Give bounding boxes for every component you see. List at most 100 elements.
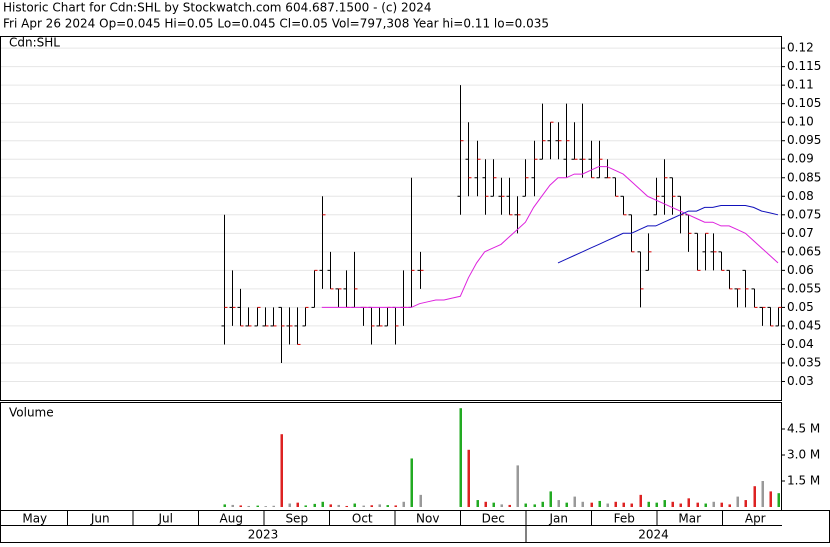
volume-bar — [655, 502, 658, 507]
moving-average-line — [557, 205, 779, 264]
volume-bar — [231, 504, 234, 507]
volume-bar — [565, 502, 568, 507]
price-panel — [0, 36, 782, 401]
month-label: May — [22, 512, 47, 526]
month-label: Aug — [220, 512, 243, 526]
symbol-label: Cdn:SHL — [9, 36, 60, 50]
month-label: Jun — [90, 512, 110, 526]
y-tick-label: 0.05 — [787, 300, 814, 314]
volume-bar — [696, 502, 699, 507]
y-tick-label: 0.085 — [787, 170, 821, 184]
volume-bar — [647, 501, 650, 507]
volume-tick-label: 3.0 M — [787, 448, 820, 462]
volume-tick-label: 1.5 M — [787, 474, 820, 488]
volume-bar — [622, 502, 625, 507]
y-tick-label: 0.035 — [787, 355, 821, 369]
y-tick-label: 0.12 — [787, 41, 814, 55]
volume-label: Volume — [9, 406, 54, 420]
volume-bar — [541, 501, 544, 507]
volume-bar — [337, 504, 340, 507]
chart-title: Historic Chart for Cdn:SHL by Stockwatch… — [3, 1, 432, 15]
volume-bar — [516, 465, 519, 507]
month-label: Dec — [482, 512, 505, 526]
volume-bar — [378, 504, 381, 507]
volume-bar — [256, 505, 259, 507]
volume-bar — [353, 503, 356, 507]
volume-bar — [712, 501, 715, 507]
year-label: 2023 — [248, 528, 279, 542]
y-tick-label: 0.07 — [787, 226, 814, 240]
volume-bar — [679, 503, 682, 507]
volume-bar — [313, 503, 316, 507]
volume-bar — [533, 504, 536, 507]
volume-bar — [687, 498, 690, 507]
volume-bar — [769, 491, 772, 507]
volume-bar — [761, 481, 764, 507]
y-tick-label: 0.095 — [787, 133, 821, 147]
y-tick-label: 0.105 — [787, 96, 821, 110]
volume-bar — [671, 501, 674, 507]
y-tick-label: 0.04 — [787, 337, 814, 351]
volume-bar — [704, 503, 707, 507]
month-label: Mar — [678, 512, 701, 526]
volume-bar — [362, 505, 365, 507]
volume-bar — [720, 502, 723, 507]
volume-bar — [459, 408, 462, 507]
volume-bar — [663, 500, 666, 507]
volume-bar — [753, 486, 756, 507]
volume-bar — [549, 491, 552, 507]
volume-bar — [272, 505, 275, 507]
volume-bar — [394, 505, 397, 507]
volume-bar — [590, 502, 593, 507]
y-tick-label: 0.11 — [787, 78, 814, 92]
volume-bar — [777, 493, 780, 507]
y-tick-label: 0.03 — [787, 374, 814, 388]
volume-bar — [345, 505, 348, 507]
volume-bar — [614, 501, 617, 507]
y-tick-label: 0.10 — [787, 115, 814, 129]
y-tick-label: 0.09 — [787, 152, 814, 166]
volume-bar — [239, 505, 242, 507]
y-tick-label: 0.075 — [787, 207, 821, 221]
volume-bar — [581, 501, 584, 507]
y-tick-label: 0.045 — [787, 318, 821, 332]
volume-bar — [280, 434, 283, 507]
month-label: Sep — [285, 512, 308, 526]
y-tick-label: 0.115 — [787, 59, 821, 73]
month-label: Nov — [416, 512, 439, 526]
volume-bar — [476, 500, 479, 507]
month-label: Apr — [745, 512, 766, 526]
volume-bar — [467, 449, 470, 507]
volume-bar — [402, 501, 405, 507]
volume-bar — [264, 506, 267, 507]
month-label: Jan — [549, 512, 569, 526]
volume-bar — [508, 504, 511, 507]
y-tick-label: 0.06 — [787, 263, 814, 277]
volume-bar — [728, 504, 731, 507]
volume-bar — [573, 496, 576, 507]
volume-bar — [598, 500, 601, 507]
moving-average-line — [321, 166, 779, 308]
y-tick-label: 0.055 — [787, 281, 821, 295]
volume-bar — [247, 505, 250, 507]
volume-bar — [419, 494, 422, 507]
volume-bar — [606, 503, 609, 507]
volume-bar — [370, 505, 373, 507]
y-tick-label: 0.08 — [787, 189, 814, 203]
volume-tick-label: 4.5 M — [787, 422, 820, 436]
year-label: 2024 — [638, 528, 669, 542]
volume-bar — [524, 503, 527, 507]
volume-bar — [223, 504, 226, 507]
volume-bar — [329, 504, 332, 507]
volume-bar — [386, 505, 389, 507]
chart-subtitle: Fri Apr 26 2024 Op=0.045 Hi=0.05 Lo=0.04… — [3, 17, 549, 31]
volume-bar — [304, 505, 307, 507]
volume-bar — [557, 500, 560, 507]
volume-bar — [736, 496, 739, 507]
volume-bar — [500, 504, 503, 507]
volume-bar — [410, 458, 413, 507]
volume-bar — [492, 502, 495, 507]
volume-bar — [639, 494, 642, 507]
